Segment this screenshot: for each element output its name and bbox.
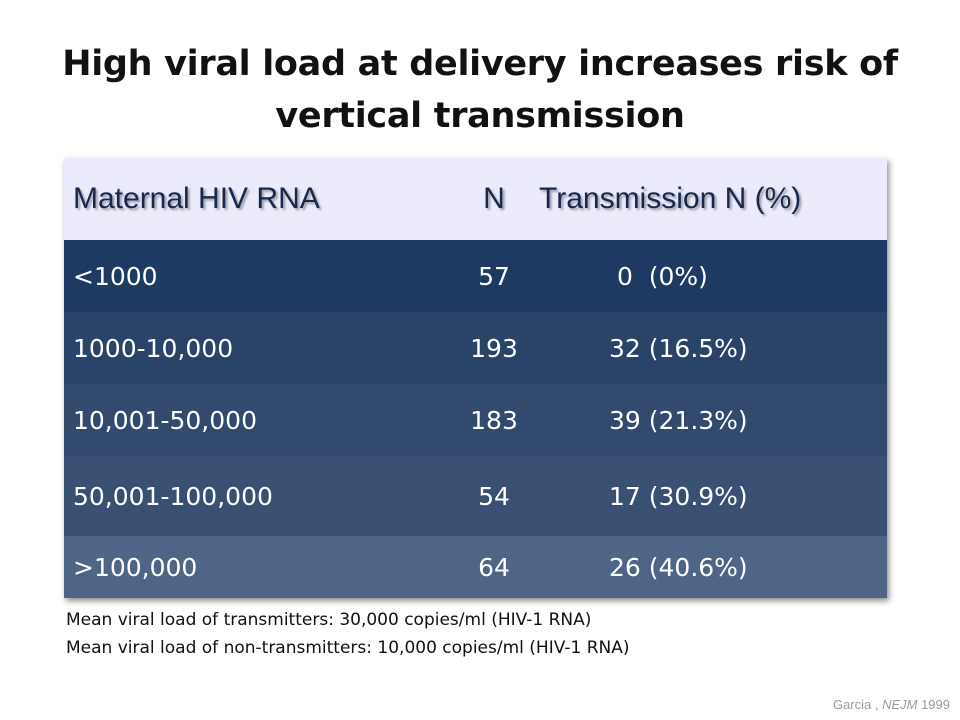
footnote-transmitters: Mean viral load of transmitters: 30,000 … [66,610,592,630]
table-header-row: Maternal HIV RNA N Transmission N (%) [64,158,887,240]
header-transmission: Transmission N (%) [539,182,802,215]
cell-n: 64 [478,552,510,582]
cell-transmission: 32 (16.5%) [609,333,748,363]
citation-year: 1999 [917,697,950,712]
slide-title-line-2: vertical transmission [275,96,685,136]
table-row: 10,001-50,000 183 39 (21.3%) [64,384,887,456]
transmission-table: Maternal HIV RNA N Transmission N (%) <1… [64,158,887,598]
cell-n: 57 [478,261,510,291]
cell-n: 54 [478,481,510,511]
table-row: 50,001-100,000 54 17 (30.9%) [64,456,887,536]
table-row: <1000 57 0 (0%) [64,240,887,312]
citation: Garcia , NEJM 1999 [833,697,950,712]
cell-rna: 1000-10,000 [73,333,234,363]
table-row: 1000-10,000 193 32 (16.5%) [64,312,887,384]
slide-title-line-1: High viral load at delivery increases ri… [62,44,898,84]
cell-n: 183 [470,405,518,435]
cell-transmission: 17 (30.9%) [609,481,748,511]
slide-title: High viral load at delivery increases ri… [20,38,940,142]
citation-author: Garcia , [832,697,883,712]
cell-rna: <1000 [73,261,158,291]
cell-rna: 50,001-100,000 [73,481,273,511]
header-n: N [483,182,505,215]
header-maternal-hiv-rna: Maternal HIV RNA [73,182,320,215]
cell-rna: 10,001-50,000 [73,405,257,435]
cell-transmission: 26 (40.6%) [609,552,748,582]
cell-rna: >100,000 [73,552,198,582]
footnote-non-transmitters: Mean viral load of non-transmitters: 10,… [66,638,630,658]
cell-transmission: 0 (0%) [609,261,708,291]
citation-journal: NEJM [882,697,918,712]
cell-n: 193 [470,333,518,363]
cell-transmission: 39 (21.3%) [609,405,748,435]
table-row: >100,000 64 26 (40.6%) [64,536,887,598]
